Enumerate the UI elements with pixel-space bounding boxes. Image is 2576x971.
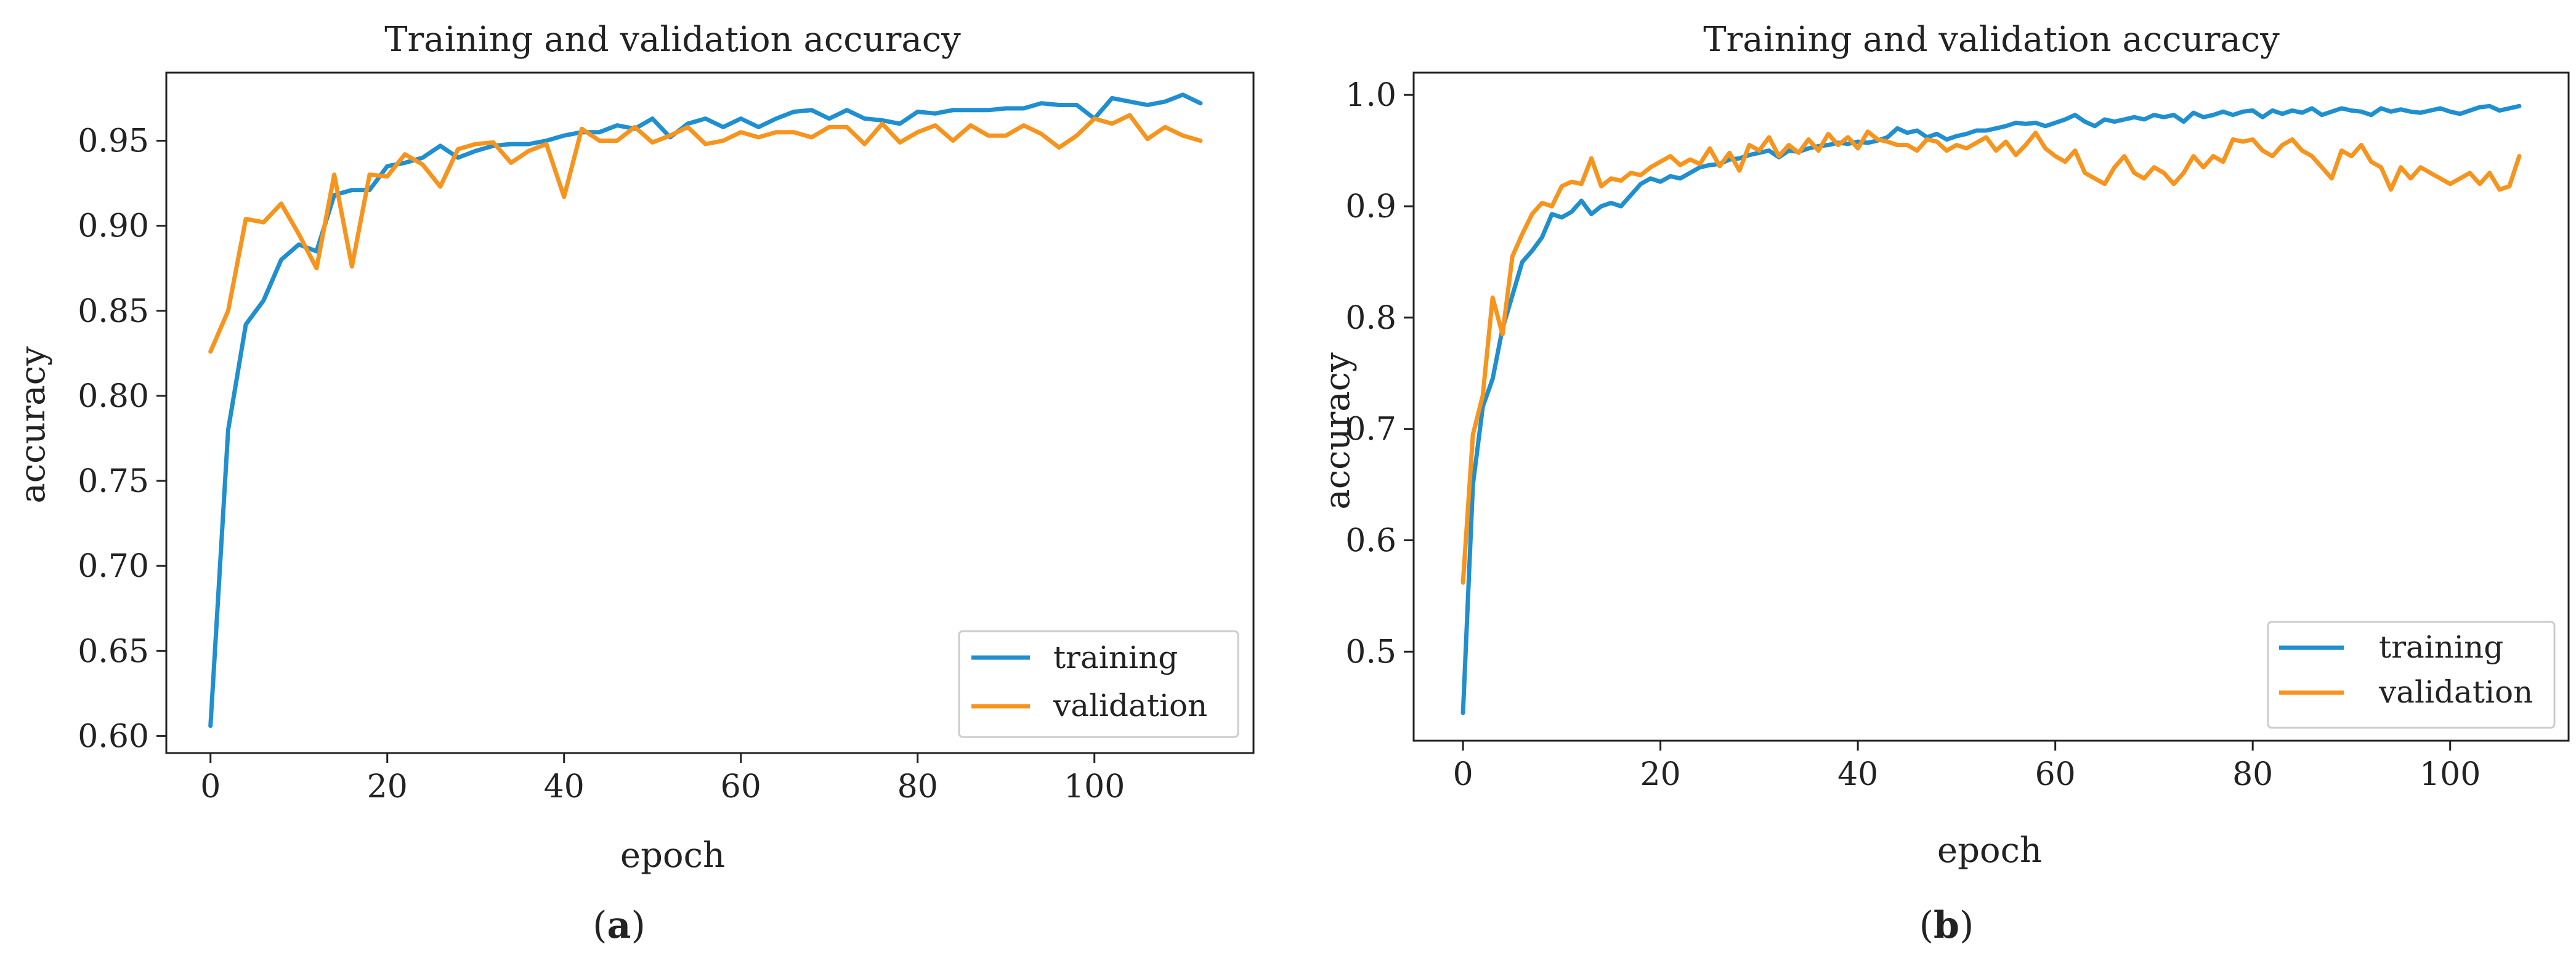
panel-label-b: (b) xyxy=(1919,904,1974,947)
y-axis-label: accuracy xyxy=(1318,352,1358,510)
y-tick-label: 0.60 xyxy=(78,718,149,755)
y-tick-label: 0.65 xyxy=(78,633,149,670)
panel-label-letter: a xyxy=(607,904,631,947)
legend-validation-label: validation xyxy=(2378,674,2533,710)
x-tick-label: 20 xyxy=(1640,756,1681,793)
x-tick-label: 0 xyxy=(1453,756,1473,793)
x-tick-label: 60 xyxy=(721,768,761,805)
panel-label-open: ( xyxy=(593,904,607,947)
chart-panel-b: Training and validation accuracy 0.50.60… xyxy=(1318,20,2570,947)
x-tick-label: 40 xyxy=(1837,756,1878,793)
y-tick-label: 0.85 xyxy=(78,293,149,330)
y-tick-label: 1.0 xyxy=(1345,77,1396,114)
y-tick-label: 0.5 xyxy=(1345,634,1396,671)
chart-title: Training and validation accuracy xyxy=(1703,20,2280,60)
y-tick-label: 0.90 xyxy=(78,208,149,245)
y-axis: 0.5 0.6 0.7 0.8 0.9 1.0 xyxy=(1345,77,1414,671)
legend-validation-label: validation xyxy=(1053,688,1207,723)
plot-frame xyxy=(165,71,1255,754)
panel-label-letter: b xyxy=(1934,904,1959,947)
x-tick-label: 100 xyxy=(1064,768,1125,805)
x-tick-label: 60 xyxy=(2035,756,2076,793)
series-layer xyxy=(1460,103,2522,715)
y-tick-label: 0.8 xyxy=(1345,300,1396,337)
panel-label-close: ) xyxy=(1959,904,1974,947)
y-tick-label: 0.6 xyxy=(1345,523,1396,560)
y-tick-label: 0.9 xyxy=(1345,188,1396,225)
x-axis-label: epoch xyxy=(620,836,725,876)
x-axis: 0 20 40 60 80 100 xyxy=(200,753,1125,805)
y-tick-label: 0.75 xyxy=(78,463,149,500)
x-tick-label: 80 xyxy=(2232,756,2273,793)
x-tick-label: 80 xyxy=(897,768,938,805)
legend: training validation xyxy=(2267,621,2556,729)
legend-training-label: training xyxy=(1053,640,1178,675)
series-layer xyxy=(208,92,1203,728)
series-line-training xyxy=(208,92,1203,728)
x-axis-label: epoch xyxy=(1937,831,2042,871)
series-line-training xyxy=(1460,103,2522,715)
series-line-validation xyxy=(1460,129,2522,585)
legend: training validation xyxy=(958,630,1239,738)
y-tick-label: 0.7 xyxy=(1345,411,1396,448)
panel-label-a: (a) xyxy=(593,904,646,947)
panel-label-close: ) xyxy=(631,904,645,947)
x-axis: 0 20 40 60 80 100 xyxy=(1453,741,2481,793)
y-tick-label: 0.80 xyxy=(78,378,149,415)
y-tick-label: 0.95 xyxy=(78,123,149,160)
series-line-validation xyxy=(208,113,1203,354)
chart-title: Training and validation accuracy xyxy=(384,20,961,60)
chart-panel-a: Training and validation accuracy 0.600.6… xyxy=(13,20,1255,947)
x-tick-label: 0 xyxy=(200,768,221,805)
x-tick-label: 40 xyxy=(544,768,585,805)
plot-frame xyxy=(1412,71,2570,742)
legend-training-label: training xyxy=(2379,629,2503,665)
panel-label-open: ( xyxy=(1919,904,1934,947)
x-tick-label: 20 xyxy=(367,768,408,805)
y-axis-label: accuracy xyxy=(13,346,53,504)
y-axis: 0.60 0.65 0.70 0.75 0.80 0.85 0.90 0.95 xyxy=(78,123,166,755)
y-tick-label: 0.70 xyxy=(78,548,149,585)
x-tick-label: 100 xyxy=(2420,756,2481,793)
